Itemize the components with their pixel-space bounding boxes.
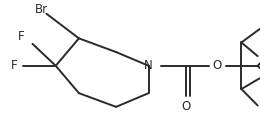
Text: Br: Br xyxy=(35,3,48,16)
Text: F: F xyxy=(18,31,24,43)
Text: F: F xyxy=(11,59,17,72)
Text: N: N xyxy=(144,59,153,72)
Text: O: O xyxy=(181,100,190,113)
Text: O: O xyxy=(212,59,222,72)
